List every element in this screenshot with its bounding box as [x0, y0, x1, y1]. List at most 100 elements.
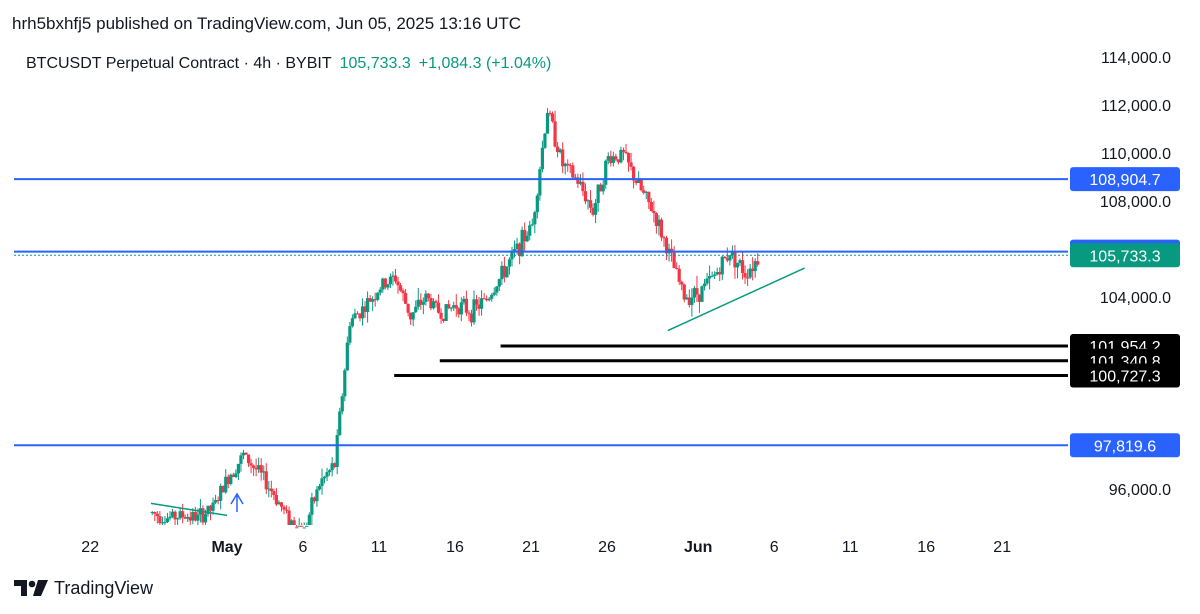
candle-body: [467, 312, 471, 314]
candle-body: [257, 465, 261, 470]
candle-body: [343, 370, 347, 397]
candle-body: [355, 313, 360, 315]
candle-body: [566, 163, 570, 166]
candle-body: [191, 511, 195, 521]
candle-body: [751, 268, 755, 272]
candle-body: [649, 201, 653, 212]
candle-body: [675, 267, 679, 269]
candle-body: [244, 452, 248, 455]
candle-body: [269, 488, 273, 492]
candle-body: [317, 486, 322, 490]
candle-body: [477, 304, 481, 309]
candle-body: [520, 229, 524, 257]
candle-body: [619, 149, 623, 163]
candle-body: [386, 284, 390, 288]
candle-body: [733, 251, 737, 268]
candle-body: [492, 292, 496, 295]
x-tick-label: 6: [299, 539, 308, 556]
candle-body: [599, 184, 603, 192]
candle-body: [530, 224, 534, 226]
candle-body: [756, 261, 760, 265]
candle-body: [401, 290, 405, 294]
candle-body: [292, 520, 296, 525]
candle-body: [409, 312, 413, 320]
candle-body: [246, 454, 251, 464]
candle-body: [718, 272, 722, 275]
candle-body: [454, 305, 458, 309]
candle-body: [272, 491, 276, 495]
candle-body: [738, 260, 742, 263]
candle-body: [241, 452, 246, 456]
candle-body: [687, 297, 691, 305]
last-price: 105,733.3: [339, 55, 411, 72]
candle-body: [214, 499, 218, 503]
candle-body: [163, 521, 167, 523]
candle-body: [563, 163, 567, 167]
candle-body: [601, 184, 605, 192]
candle-body: [325, 472, 329, 477]
candle-body: [378, 289, 382, 293]
candle-body: [335, 435, 339, 467]
candle-body: [500, 265, 504, 280]
candle-body: [196, 514, 200, 521]
candle-body: [312, 497, 316, 502]
candle-body: [442, 318, 446, 321]
candle-body: [596, 184, 600, 204]
candles-group: [150, 108, 760, 529]
candle-body: [700, 286, 704, 302]
candle-body: [753, 261, 757, 272]
candle-body: [626, 153, 631, 163]
candle-body: [474, 299, 479, 305]
candle-body: [188, 516, 192, 521]
candle-body: [550, 113, 555, 122]
candle-body: [320, 478, 324, 487]
candle-body: [393, 275, 398, 282]
candle-body: [173, 511, 177, 520]
candle-body: [193, 511, 197, 521]
candle-body: [226, 476, 230, 484]
candle-body: [358, 313, 362, 319]
candle-body: [424, 293, 428, 302]
candle-body: [591, 207, 595, 215]
candle-body: [398, 285, 403, 291]
candle-body: [231, 474, 235, 478]
y-tick-label: 108,000.0: [1100, 194, 1171, 211]
candle-body: [431, 301, 436, 309]
candle-body: [429, 297, 433, 309]
candle-body: [368, 298, 372, 302]
candle-body: [186, 516, 190, 519]
candle-body: [176, 518, 180, 520]
x-tick-label: May: [211, 539, 242, 556]
candle-body: [459, 302, 463, 315]
candle-body: [637, 180, 641, 184]
candle-body: [507, 259, 512, 267]
candle-body: [290, 520, 294, 525]
candle-body: [518, 243, 522, 257]
candle-body: [647, 191, 651, 202]
candle-body: [490, 294, 494, 299]
y-tick-label: 110,000.0: [1101, 146, 1171, 163]
y-tick-label: 104,000.0: [1100, 290, 1171, 307]
candle-body: [748, 268, 752, 278]
candle-body: [279, 502, 284, 507]
price-badge: [1070, 167, 1180, 192]
candle-body: [710, 275, 714, 277]
candle-body: [297, 525, 301, 527]
candle-body: [540, 147, 544, 170]
candle-body: [436, 302, 441, 313]
candle-body: [583, 191, 588, 202]
candle-body: [535, 195, 539, 213]
candle-body: [533, 212, 537, 225]
candle-body: [416, 299, 420, 307]
candle-body: [150, 512, 154, 514]
price-badge-label: 97,819.6: [1094, 438, 1156, 455]
candle-body: [558, 149, 562, 153]
candle-body: [735, 262, 740, 268]
candle-body: [720, 256, 724, 275]
candle-body: [523, 229, 527, 242]
candle-body: [680, 281, 684, 285]
candle-body: [746, 277, 750, 279]
candle-body: [695, 288, 699, 295]
candle-body: [682, 284, 686, 300]
